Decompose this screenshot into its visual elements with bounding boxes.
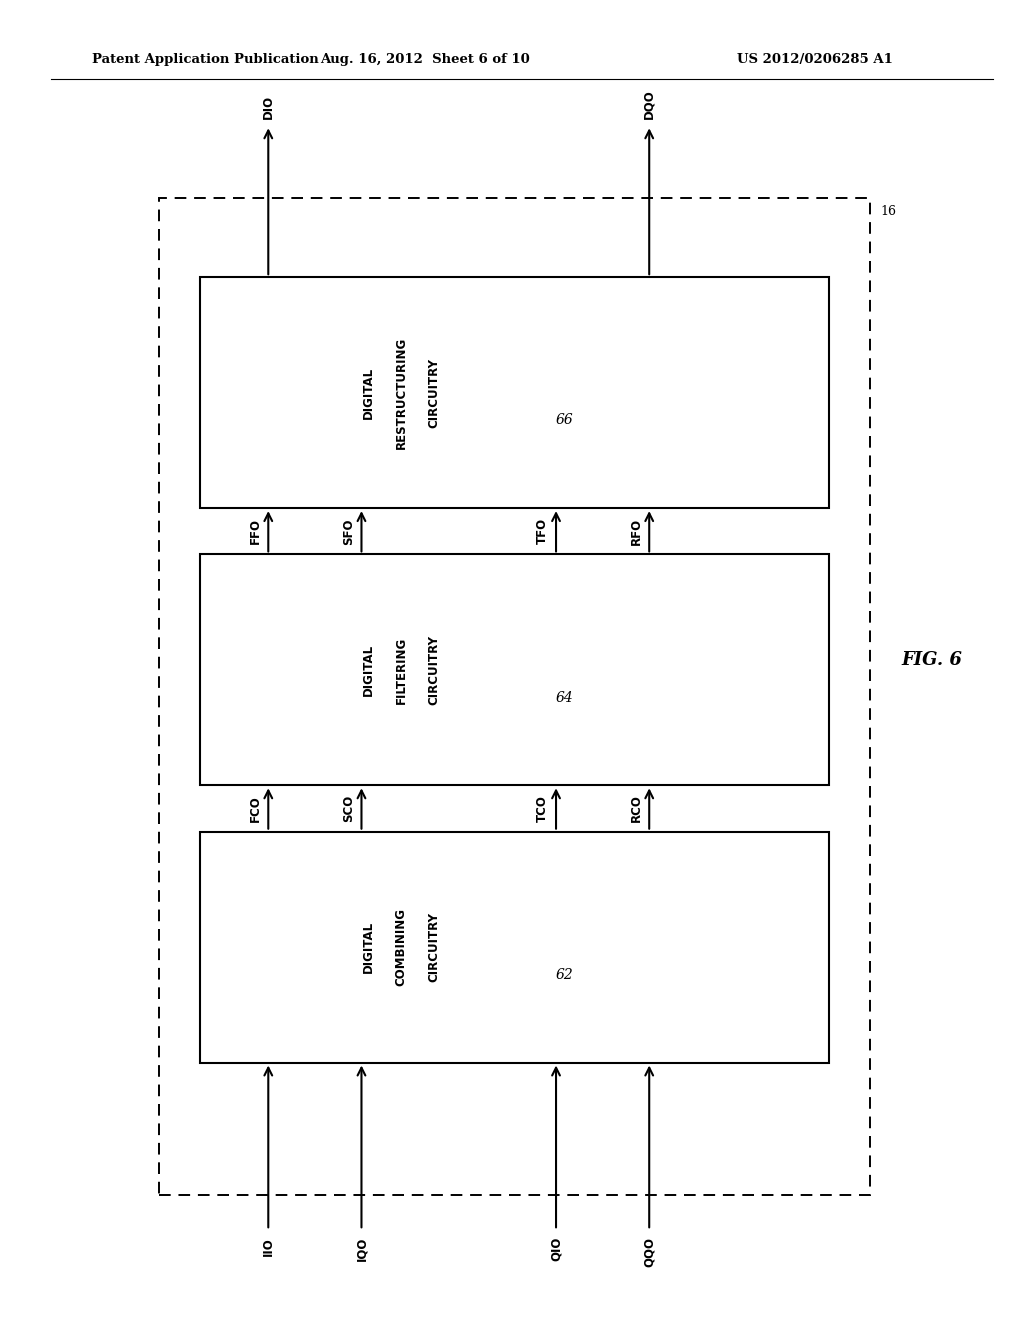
Text: QIO: QIO: [550, 1237, 562, 1261]
Text: 16: 16: [881, 205, 897, 218]
Text: COMBINING: COMBINING: [394, 908, 408, 986]
Text: DIGITAL: DIGITAL: [361, 644, 375, 696]
Text: CIRCUITRY: CIRCUITRY: [427, 635, 440, 705]
Text: SCO: SCO: [342, 795, 354, 822]
Text: IIO: IIO: [262, 1237, 274, 1255]
Text: DIGITAL: DIGITAL: [361, 921, 375, 973]
Text: Aug. 16, 2012  Sheet 6 of 10: Aug. 16, 2012 Sheet 6 of 10: [321, 53, 529, 66]
Text: RESTRUCTURING: RESTRUCTURING: [394, 337, 408, 449]
Bar: [200, 277, 829, 508]
Text: FCO: FCO: [249, 795, 261, 822]
Text: 64: 64: [556, 690, 573, 705]
Text: 66: 66: [556, 413, 573, 428]
Text: US 2012/0206285 A1: US 2012/0206285 A1: [737, 53, 893, 66]
Text: IQO: IQO: [355, 1237, 368, 1261]
Bar: [200, 832, 829, 1063]
Text: RCO: RCO: [630, 795, 642, 822]
Text: TCO: TCO: [537, 795, 549, 822]
Text: DQO: DQO: [643, 88, 655, 119]
Text: TFO: TFO: [537, 519, 549, 544]
Text: FILTERING: FILTERING: [394, 636, 408, 704]
Text: Patent Application Publication: Patent Application Publication: [92, 53, 318, 66]
Text: CIRCUITRY: CIRCUITRY: [427, 358, 440, 428]
Text: CIRCUITRY: CIRCUITRY: [427, 912, 440, 982]
Bar: [200, 554, 829, 785]
Text: SFO: SFO: [342, 517, 354, 545]
Text: FFO: FFO: [249, 519, 261, 544]
Text: 62: 62: [556, 968, 573, 982]
Text: RFO: RFO: [630, 517, 642, 545]
Text: DIGITAL: DIGITAL: [361, 367, 375, 418]
Text: QQO: QQO: [643, 1237, 655, 1267]
Text: DIO: DIO: [262, 95, 274, 119]
Bar: [159, 198, 870, 1195]
Text: FIG. 6: FIG. 6: [901, 651, 963, 669]
